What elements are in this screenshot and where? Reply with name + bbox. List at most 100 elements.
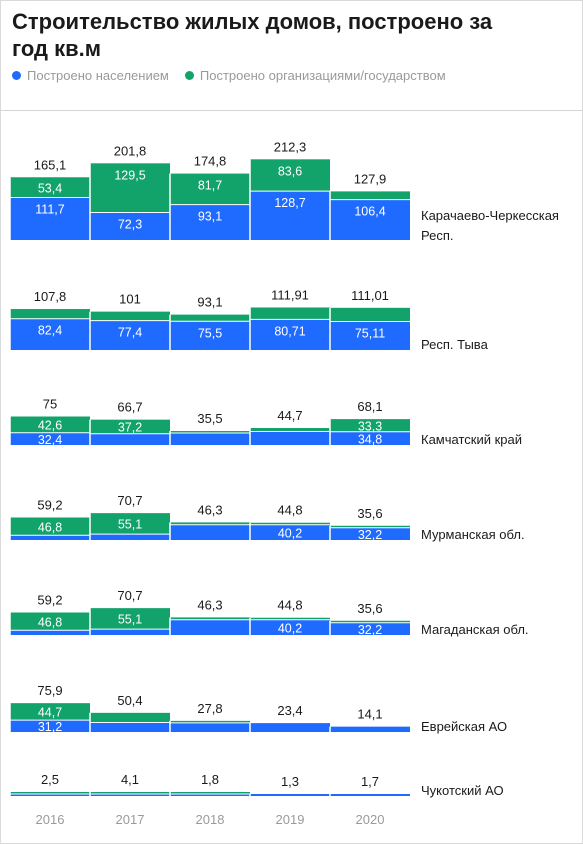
panel-2-total-label-2019: 111,91 [271, 287, 309, 302]
panel-3-population-label-2020: 34,8 [358, 432, 382, 446]
panel-6-population-label-2016: 31,2 [38, 720, 62, 734]
panel-7-bar-population-2018 [170, 794, 250, 796]
panel-5-organizations-label-2016: 46,8 [38, 615, 62, 629]
panel-5-bar-population-2017 [90, 629, 170, 635]
panel-5-bar-organizations-2020 [330, 620, 410, 623]
panel-3-organizations-label-2017: 37,2 [118, 421, 142, 435]
x-axis-tick-label-2019: 2019 [276, 812, 305, 827]
panel-1-bar-population-2020 [330, 199, 410, 240]
panel-2-bar-population-2020 [330, 321, 410, 350]
legend-item-organizations: Построено организациями/государством [184, 68, 446, 83]
panel-2-population-label-2017: 77,4 [118, 326, 142, 340]
panel-6-total-label-2019: 23,4 [277, 703, 302, 718]
panel-1-bar-population-2017 [90, 212, 170, 240]
panel-7-bar-organizations-2016 [10, 792, 90, 794]
panel-3-total-label-2016: 75 [43, 397, 57, 412]
panel-2-total-label-2017: 101 [119, 292, 141, 307]
panel-2-bar-organizations-2018 [170, 314, 250, 322]
panel-6-total-label-2020: 14,1 [357, 707, 382, 722]
panel-6-bar-population-2020 [330, 726, 410, 732]
x-axis-tick-label-2018: 2018 [196, 812, 225, 827]
panel-6-organizations-label-2016: 44,7 [38, 706, 62, 720]
legend-label-population: Построено населением [27, 68, 169, 83]
panel-6-total-label-2017: 50,4 [117, 693, 142, 708]
panel-1-population-label-2017: 72,3 [118, 218, 142, 232]
panel-6-region-label: Еврейская АО [421, 719, 507, 734]
panel-3-bar-organizations-2018 [170, 431, 250, 434]
panel-4-population-label-2020: 32,2 [358, 528, 382, 542]
panel-4-bar-population-2019 [250, 524, 330, 540]
panel-7-total-label-2018: 1,8 [201, 772, 219, 787]
panel-7-bar-population-2019 [250, 794, 330, 796]
panel-7-total-label-2020: 1,7 [361, 774, 379, 789]
panel-5-total-label-2017: 70,7 [117, 588, 142, 603]
panel-3-bar-organizations-2016 [10, 416, 90, 433]
panel-5-bar-population-2018 [170, 619, 250, 635]
panel-1-population-label-2019: 128,7 [274, 196, 305, 210]
panel-5-bar-organizations-2016 [10, 612, 90, 631]
panel-3-organizations-label-2020: 33,3 [358, 419, 382, 433]
panel-5-total-label-2019: 44,8 [277, 598, 302, 613]
legend-dot-organizations [184, 71, 194, 80]
panel-2-bar-organizations-2020 [330, 307, 410, 322]
panel-4-bar-population-2020 [330, 527, 410, 540]
panel-2-region-label: Респ. Тыва [421, 337, 489, 352]
panel-1-total-label-2020: 127,9 [354, 171, 387, 186]
panel-6-bar-population-2016 [10, 720, 90, 732]
panel-6-bar-organizations-2016 [10, 703, 90, 721]
panel-2-bar-population-2019 [250, 319, 330, 350]
panel-6-total-label-2016: 75,9 [37, 683, 62, 698]
panel-1-region-label-1: Карачаево-Черкесская [421, 208, 559, 223]
x-axis-tick-label-2017: 2017 [116, 812, 145, 827]
panel-4-total-label-2016: 59,2 [37, 498, 62, 513]
panel-4-bar-population-2016 [10, 535, 90, 540]
panel-2-total-label-2016: 107,8 [34, 289, 67, 304]
panel-7-total-label-2016: 2,5 [41, 772, 59, 787]
panel-2-population-label-2016: 82,4 [38, 324, 62, 338]
panel-3-total-label-2018: 35,5 [197, 411, 222, 426]
chart-title: Строительство жилых домов, построено за … [12, 9, 493, 61]
legend-label-organizations: Построено организациями/государством [199, 68, 446, 83]
panel-3-region-label: Камчатский край [421, 432, 522, 447]
panel-6-bar-organizations-2017 [90, 712, 170, 723]
panel-3-bar-population-2019 [250, 431, 330, 445]
panel-7-bar-organizations-2017 [90, 792, 170, 794]
panel-5-bar-population-2019 [250, 619, 330, 635]
panel-1-bar-population-2016 [10, 197, 90, 240]
panel-3-bar-population-2018 [170, 433, 250, 445]
panel-5-bar-population-2020 [330, 622, 410, 635]
panel-5-bar-organizations-2019 [250, 617, 330, 620]
panel-4-bar-population-2017 [90, 534, 170, 540]
panel-2-population-label-2020: 75,11 [355, 326, 385, 340]
panel-2-bar-population-2018 [170, 321, 250, 350]
panel-3-bar-population-2017 [90, 433, 170, 445]
panel-7-bar-population-2017 [90, 794, 170, 796]
panel-3-organizations-label-2016: 42,6 [38, 419, 62, 433]
panel-1-population-label-2020: 106,4 [354, 205, 385, 219]
x-axis-tick-label-2020: 2020 [356, 812, 385, 827]
panel-1-total-label-2016: 165,1 [34, 157, 67, 172]
panel-7-bar-population-2016 [10, 794, 90, 796]
panel-5-bar-organizations-2018 [170, 617, 250, 620]
panel-2-bar-population-2016 [10, 318, 90, 350]
panel-5-total-label-2018: 46,3 [197, 597, 222, 612]
panel-1-total-label-2018: 174,8 [194, 154, 227, 169]
panel-5-population-label-2019: 40,2 [278, 621, 302, 635]
panel-5-bar-organizations-2017 [90, 608, 170, 630]
panel-1-bar-organizations-2018 [170, 173, 250, 205]
panel-5-total-label-2020: 35,6 [357, 601, 382, 616]
panel-4-organizations-label-2017: 55,1 [118, 518, 142, 532]
panel-5-total-label-2016: 59,2 [37, 593, 62, 608]
panel-1-organizations-label-2017: 129,5 [114, 168, 145, 182]
x-axis-tick-label-2016: 2016 [36, 812, 65, 827]
panel-4-organizations-label-2016: 46,8 [38, 520, 62, 534]
panel-2-population-label-2019: 80,71 [274, 324, 305, 338]
panel-1-bar-organizations-2019 [250, 159, 330, 192]
panel-7-region-label: Чукотский АО [421, 783, 504, 798]
panel-4-bar-organizations-2020 [330, 525, 410, 528]
panel-3-total-label-2020: 68,1 [357, 399, 382, 414]
panel-4-bar-organizations-2019 [250, 522, 330, 525]
panel-5-organizations-label-2017: 55,1 [118, 613, 142, 627]
panel-1-region-label-2: Респ. [421, 228, 453, 243]
panel-1-total-label-2017: 201,8 [114, 143, 147, 158]
